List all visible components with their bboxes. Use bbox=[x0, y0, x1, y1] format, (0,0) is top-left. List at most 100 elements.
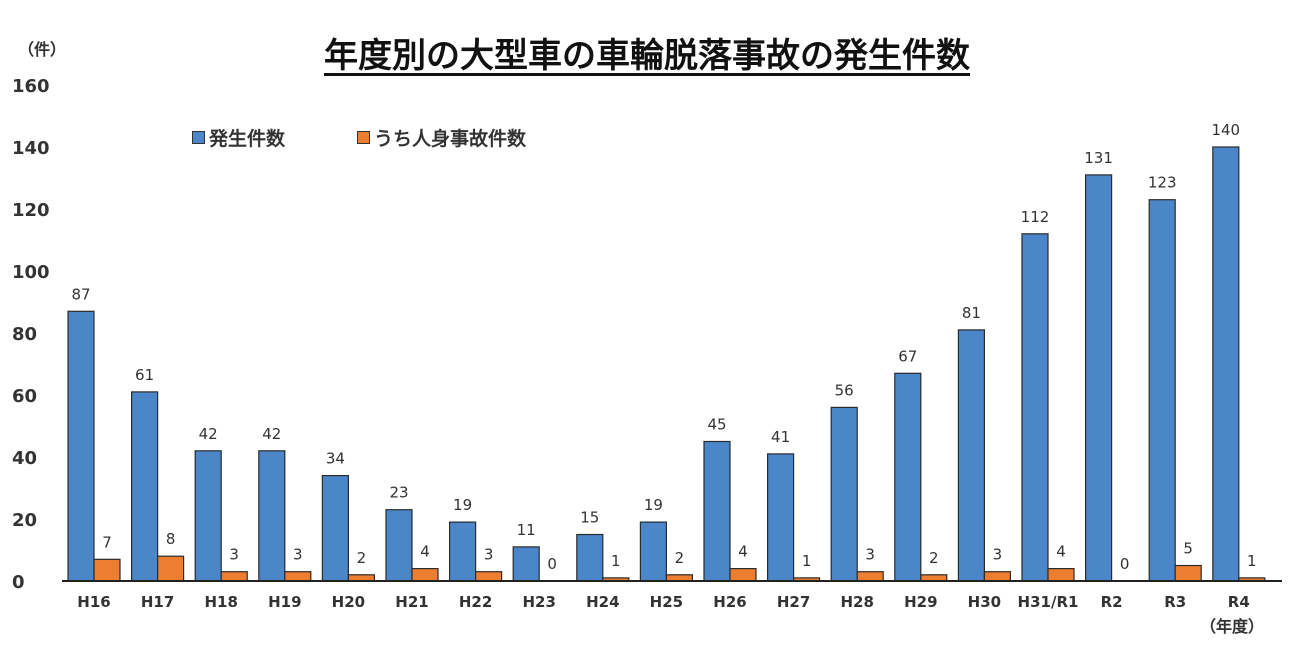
data-label-injury: 3 bbox=[229, 546, 239, 564]
data-label-total: 45 bbox=[707, 416, 726, 434]
data-label-total: 42 bbox=[262, 425, 281, 443]
data-label-total: 81 bbox=[962, 304, 981, 322]
x-tick-label: H20 bbox=[332, 593, 365, 611]
bar-total bbox=[67, 310, 95, 582]
bar-total bbox=[1021, 233, 1049, 582]
data-label-injury: 1 bbox=[611, 552, 621, 570]
data-label-injury: 3 bbox=[865, 546, 875, 564]
data-label-total: 15 bbox=[580, 509, 599, 527]
x-tick-label: H22 bbox=[459, 593, 492, 611]
data-label-total: 56 bbox=[835, 381, 854, 399]
x-tick-label: R2 bbox=[1101, 593, 1123, 611]
data-label-injury: 5 bbox=[1183, 540, 1193, 558]
bar-injury bbox=[157, 555, 185, 582]
y-tick-label: 80 bbox=[12, 324, 37, 345]
x-tick-label: R4 bbox=[1228, 593, 1250, 611]
x-tick-label: H18 bbox=[204, 593, 237, 611]
data-label-total: 41 bbox=[771, 428, 790, 446]
data-label-injury: 3 bbox=[484, 546, 494, 564]
bar-total bbox=[1084, 174, 1113, 582]
x-tick-label: H23 bbox=[522, 593, 555, 611]
data-label-total: 67 bbox=[898, 347, 917, 365]
x-tick-label: H27 bbox=[777, 593, 810, 611]
data-label-total: 140 bbox=[1211, 121, 1240, 139]
bar-total bbox=[385, 509, 413, 582]
y-tick-label: 0 bbox=[12, 572, 25, 593]
bar-total bbox=[512, 546, 540, 582]
data-label-injury: 3 bbox=[293, 546, 303, 564]
y-axis-label: （件） bbox=[18, 40, 66, 59]
x-tick-label: H28 bbox=[840, 593, 873, 611]
bar-total bbox=[639, 521, 668, 582]
bar-injury bbox=[1047, 567, 1075, 582]
data-label-injury: 0 bbox=[1120, 555, 1130, 573]
data-label-injury: 0 bbox=[547, 555, 557, 573]
bar-injury bbox=[411, 567, 439, 582]
y-tick-label: 140 bbox=[12, 138, 50, 159]
x-tick-label: H17 bbox=[141, 593, 174, 611]
legend-swatch-injury bbox=[357, 131, 370, 144]
legend-swatch-total bbox=[192, 131, 205, 144]
x-tick-label: H25 bbox=[650, 593, 683, 611]
bar-total bbox=[1148, 199, 1176, 582]
data-label-total: 34 bbox=[326, 450, 345, 468]
data-label-total: 61 bbox=[135, 366, 154, 384]
data-label-injury: 1 bbox=[802, 552, 812, 570]
bar-injury bbox=[856, 571, 884, 582]
data-label-injury: 8 bbox=[166, 530, 176, 548]
x-axis-label: （年度） bbox=[1200, 617, 1264, 636]
bar-total bbox=[258, 450, 286, 582]
y-tick-label: 100 bbox=[12, 262, 50, 283]
bar-injury bbox=[729, 567, 757, 582]
data-label-total: 42 bbox=[199, 425, 218, 443]
x-tick-label: H19 bbox=[268, 593, 301, 611]
data-label-injury: 7 bbox=[102, 533, 112, 551]
data-label-total: 19 bbox=[453, 496, 472, 514]
chart-title-text: 年度別の大型車の車輪脱落事故の発生件数 bbox=[324, 36, 970, 76]
bar-injury bbox=[284, 571, 312, 582]
bar-total bbox=[449, 521, 477, 582]
data-label-injury: 3 bbox=[993, 546, 1003, 564]
y-tick-label: 40 bbox=[12, 448, 37, 469]
data-label-total: 123 bbox=[1148, 174, 1177, 192]
data-label-injury: 1 bbox=[1247, 552, 1257, 570]
data-label-total: 112 bbox=[1021, 208, 1050, 226]
bar-injury bbox=[983, 571, 1012, 582]
bar-total bbox=[576, 533, 604, 582]
x-tick-label: H16 bbox=[77, 593, 110, 611]
bar-injury bbox=[1174, 564, 1202, 582]
data-label-total: 87 bbox=[71, 285, 90, 303]
y-tick-label: 120 bbox=[12, 200, 50, 221]
y-tick-label: 20 bbox=[12, 510, 37, 531]
x-tick-label: H21 bbox=[395, 593, 428, 611]
bar-total bbox=[830, 406, 858, 582]
data-label-injury: 2 bbox=[357, 549, 367, 567]
bar-total bbox=[766, 453, 795, 582]
data-label-injury: 2 bbox=[929, 549, 939, 567]
bar-injury bbox=[220, 571, 248, 582]
data-label-injury: 2 bbox=[675, 549, 685, 567]
x-tick-label: R3 bbox=[1164, 593, 1186, 611]
x-tick-label: H31/R1 bbox=[1018, 593, 1079, 611]
bar-total bbox=[131, 391, 159, 582]
bar-total bbox=[1212, 146, 1240, 582]
data-label-total: 19 bbox=[644, 496, 663, 514]
bar-injury bbox=[93, 558, 121, 582]
legend-item-total: 発生件数 bbox=[192, 124, 285, 151]
data-label-injury: 4 bbox=[738, 543, 748, 561]
bar-total bbox=[321, 475, 349, 582]
x-tick-label: H29 bbox=[904, 593, 937, 611]
legend-label-total: 発生件数 bbox=[209, 128, 286, 150]
chart-title: 年度別の大型車の車輪脱落事故の発生件数 bbox=[0, 28, 1294, 77]
x-tick-label: H30 bbox=[968, 593, 1001, 611]
x-tick-label: H24 bbox=[586, 593, 619, 611]
data-label-injury: 4 bbox=[420, 543, 430, 561]
legend-item-injury: うち人身事故件数 bbox=[357, 124, 526, 151]
data-label-total: 23 bbox=[389, 484, 408, 502]
data-label-total: 131 bbox=[1084, 149, 1113, 167]
bar-total bbox=[703, 440, 731, 582]
bar-total bbox=[194, 450, 222, 582]
data-label-total: 11 bbox=[517, 521, 536, 539]
y-tick-label: 160 bbox=[12, 76, 50, 97]
